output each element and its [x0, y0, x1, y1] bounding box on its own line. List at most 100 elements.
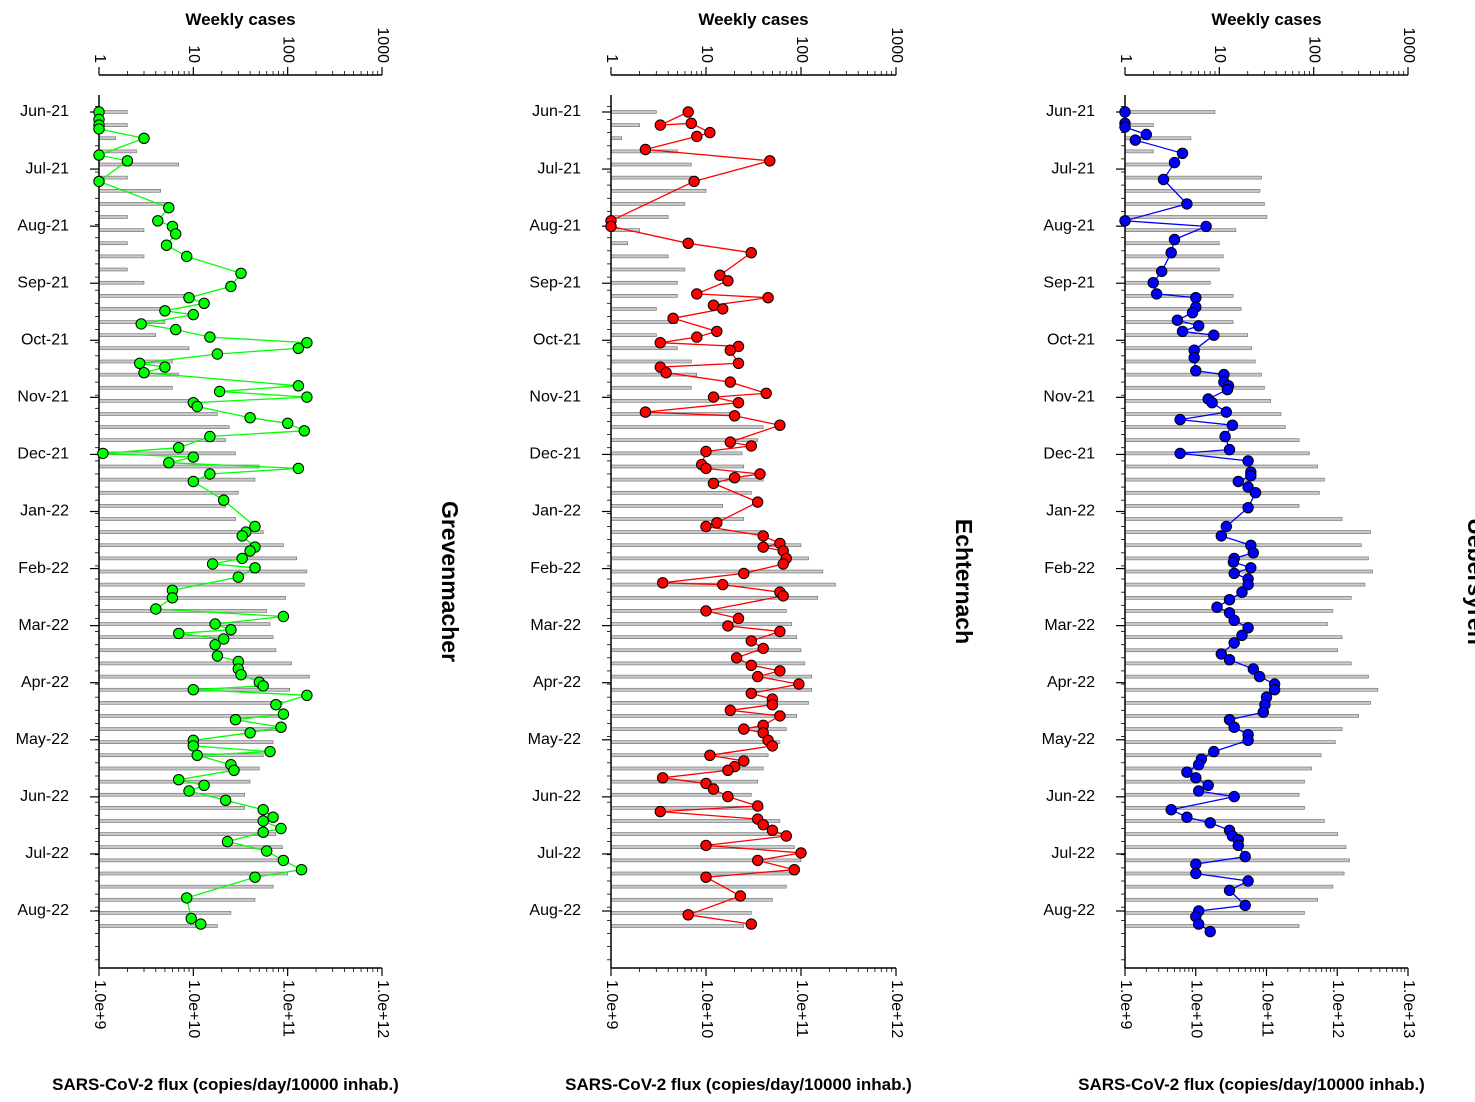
flux-point: [298, 425, 310, 437]
cases-bar: [1124, 307, 1242, 311]
cases-bar: [1124, 701, 1371, 705]
flux-point: [282, 417, 294, 429]
flux-point: [277, 708, 290, 720]
flux-axis-title: SARS-CoV-2 flux (copies/day/10000 inhab.…: [52, 1075, 399, 1094]
cases-bar: [1124, 556, 1369, 561]
flux-point: [187, 475, 200, 488]
panel-echternach: 1 10 100 1000 1.0e+9 1.0e+10 1.0e+11 1.0e+12 Jun…: [528, 10, 977, 1094]
flux-point: [745, 659, 757, 671]
flux-point: [170, 323, 182, 336]
flux-point: [1176, 147, 1189, 160]
date-tick-label: Jul-22: [1051, 845, 1095, 862]
date-tick-label: Nov-21: [17, 389, 69, 406]
cases-bar: [610, 622, 793, 626]
flux-point: [301, 689, 313, 701]
cases-bar: [1124, 648, 1338, 653]
flux-point: [163, 202, 175, 214]
flux-point: [1242, 502, 1254, 514]
flux-point: [734, 890, 747, 902]
cases-bar: [610, 740, 781, 744]
flux-point: [682, 909, 694, 921]
cases-bar: [98, 740, 274, 744]
flux-point: [1249, 487, 1262, 499]
flux-point: [225, 624, 237, 636]
flux-point: [187, 684, 200, 696]
flux-point: [292, 380, 305, 392]
cases-bar: [98, 556, 298, 561]
flux-point: [752, 670, 764, 683]
flux-point: [1165, 247, 1177, 259]
flux-point: [229, 714, 242, 726]
cases-bar: [610, 110, 657, 114]
flux-point: [1220, 520, 1233, 533]
cases-bar: [98, 215, 128, 219]
cases-bar: [98, 425, 230, 429]
flux-point: [249, 562, 261, 574]
flux-point: [1190, 867, 1202, 880]
flux-point: [1228, 790, 1240, 803]
cases-tick-label: 1000: [374, 27, 391, 63]
flux-point: [766, 740, 779, 752]
flux-point: [191, 749, 203, 761]
cases-bar: [1124, 399, 1271, 403]
date-tick-label: Aug-21: [1043, 217, 1095, 234]
flux-point: [1242, 875, 1254, 887]
cases-bar: [1124, 175, 1262, 180]
flux-point: [639, 406, 652, 418]
flux-point: [1228, 567, 1240, 580]
cases-bar: [610, 307, 657, 311]
flux-point: [738, 755, 750, 767]
flux-point: [301, 391, 313, 403]
cases-bar: [98, 477, 256, 482]
flux-tick-label: 1.0e+10: [1188, 980, 1205, 1038]
flux-point: [777, 590, 789, 602]
cases-bar: [1124, 228, 1237, 232]
flux-point: [1200, 220, 1212, 233]
flux-point: [605, 220, 617, 233]
flux-point: [1168, 156, 1181, 169]
flux-point: [301, 337, 313, 349]
flux-point: [292, 462, 305, 475]
cases-bar: [610, 254, 669, 259]
flux-point: [244, 727, 256, 739]
cases-bar: [610, 175, 698, 180]
cases-bar: [610, 451, 743, 456]
cases-bar: [610, 648, 802, 653]
flux-point: [187, 740, 200, 752]
flux-point: [211, 650, 224, 662]
cases-bar: [1124, 766, 1312, 771]
flux-tick-label: 1.0e+12: [888, 980, 905, 1038]
date-tick-label: Mar-22: [18, 617, 69, 634]
flux-point: [1190, 365, 1202, 377]
cases-bar: [1124, 267, 1220, 272]
flux-point: [244, 545, 256, 557]
cases-bar: [1124, 202, 1265, 206]
flux-tick-label: 1.0e+11: [1258, 980, 1275, 1037]
flux-point: [774, 665, 786, 677]
flux-point: [277, 610, 290, 623]
flux-point: [257, 804, 269, 816]
flux-point: [766, 699, 779, 711]
date-tick-label: Apr-22: [21, 674, 69, 691]
cases-bar: [610, 911, 752, 915]
flux-point: [688, 175, 700, 188]
flux-axis-title: SARS-CoV-2 flux (copies/day/10000 inhab.…: [1078, 1075, 1425, 1094]
flux-point: [754, 468, 766, 480]
flux-point: [722, 764, 734, 776]
flux-point: [277, 854, 290, 867]
flux-point: [732, 612, 745, 625]
flux-point: [745, 687, 757, 700]
flux-point: [225, 280, 237, 293]
flux-point: [1239, 899, 1251, 912]
date-tick-label: Jan-22: [20, 503, 69, 520]
flux-point: [1174, 447, 1186, 460]
cases-bar: [98, 162, 179, 167]
flux-point: [183, 292, 195, 304]
flux-point: [717, 303, 729, 315]
cases-bar: [610, 766, 764, 771]
flux-point: [1226, 419, 1239, 431]
flux-point: [183, 785, 195, 797]
flux-point: [152, 215, 164, 227]
flux-point: [1174, 413, 1186, 426]
flux-point: [757, 541, 769, 553]
